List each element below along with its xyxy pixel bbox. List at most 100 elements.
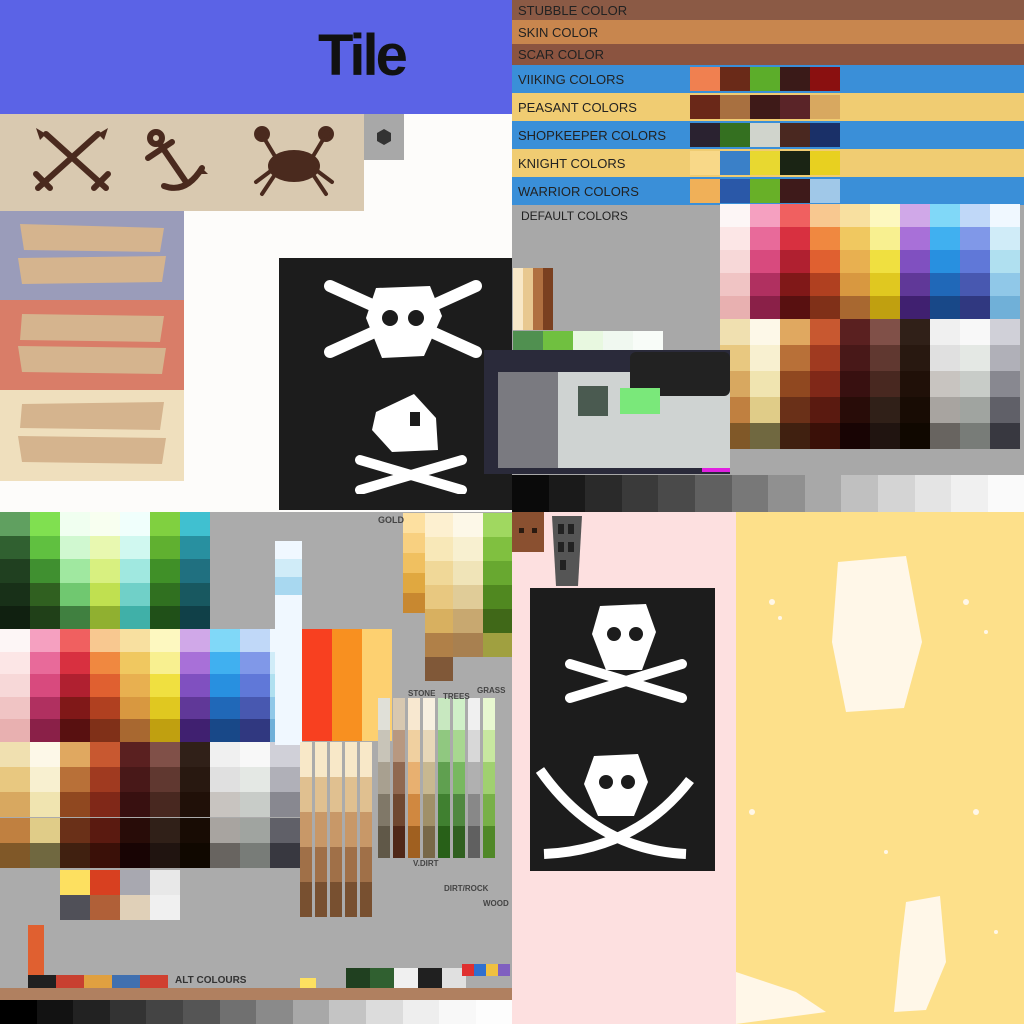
terrain-swatch (30, 842, 60, 868)
gray-swatch (621, 475, 659, 512)
palette-row-label: VIIKING COLORS (518, 71, 625, 87)
terrain-swatch (180, 674, 210, 697)
terrain-swatch (120, 674, 150, 697)
terrain-swatch (180, 767, 210, 793)
terrain-swatch (120, 535, 150, 560)
default-swatch (840, 319, 870, 345)
terrain-swatch (180, 559, 210, 584)
terrain-swatch (120, 792, 150, 818)
terrain-strip (468, 730, 480, 762)
terrain-swatch (150, 842, 180, 868)
default-swatch (990, 273, 1020, 296)
skull-cutlasses-icon (536, 754, 694, 859)
default-swatch (960, 227, 990, 250)
terrain-swatch (30, 606, 60, 631)
terrain-swatch (210, 817, 240, 843)
terrain-swatch (120, 512, 150, 536)
terrain-swatch (150, 674, 180, 697)
terrain-swatch (90, 512, 120, 536)
machine-slot (578, 386, 608, 416)
terrain-strip (408, 794, 420, 826)
terrain-strip (423, 794, 435, 826)
alt-swatch (442, 968, 466, 988)
terrain-swatch (0, 535, 30, 560)
alt-swatch (300, 978, 316, 988)
wood-strip (315, 742, 327, 777)
terrain-strip (408, 762, 420, 794)
terrain-swatch (180, 535, 210, 560)
default-swatch (870, 204, 900, 227)
terrain-strip (483, 762, 495, 794)
terrain-strip (378, 794, 390, 826)
terrain-strip (423, 698, 435, 730)
terrain-strip (408, 826, 420, 858)
alt-swatch (486, 964, 498, 976)
terrain-swatch (0, 606, 30, 631)
terrain-swatch (150, 870, 180, 895)
palette-row-swatch (690, 67, 720, 91)
default-swatch (810, 296, 840, 319)
gold-swatch (453, 513, 483, 537)
default-swatch (990, 397, 1020, 423)
default-swatch (720, 296, 750, 319)
terrain-swatch (60, 674, 90, 697)
default-swatch (870, 397, 900, 423)
terrain-swatch (30, 696, 60, 720)
terrain-strip (423, 762, 435, 794)
gold-swatch (403, 533, 425, 553)
machine-magenta-strip (702, 468, 730, 472)
gold-swatch (453, 633, 483, 657)
default-swatch (870, 273, 900, 296)
default-swatch (840, 227, 870, 250)
alt-colours-label: ALT COLOURS (175, 975, 247, 986)
small-swatch (513, 331, 543, 351)
default-swatch (930, 345, 960, 371)
grass-swatch (483, 561, 513, 585)
gray-swatch (366, 1000, 403, 1024)
terrain-swatch (240, 792, 270, 818)
gold-swatch (425, 513, 453, 537)
default-swatch (750, 296, 780, 319)
default-swatch (840, 273, 870, 296)
terrain-swatch (150, 895, 180, 920)
terrain-swatch (120, 870, 150, 895)
gold-swatch (453, 585, 483, 609)
terrain-swatch (120, 895, 150, 920)
default-swatch (930, 371, 960, 397)
terrain-swatch (90, 559, 120, 584)
palette-row-swatch (810, 67, 840, 91)
grass-label: GRASS (477, 686, 506, 695)
terrain-strip (378, 730, 390, 762)
plank-boards-drawing (18, 224, 166, 464)
alt-swatch (462, 964, 474, 976)
gray-swatch (512, 475, 549, 512)
alt-swatch (346, 968, 370, 988)
terrain-swatch (0, 559, 30, 584)
palette-row-swatch (780, 179, 810, 203)
default-swatch (780, 371, 810, 397)
palette-row-swatch (720, 67, 750, 91)
wood-strip (345, 777, 357, 812)
terrain-swatch (275, 595, 302, 745)
gray-swatch (183, 1000, 220, 1024)
wood-strip (300, 742, 312, 777)
terrain-swatch (240, 742, 270, 767)
small-swatch (573, 331, 603, 351)
skin-swatch (543, 268, 553, 330)
skull-icon (355, 394, 467, 494)
terrain-swatch (60, 606, 90, 631)
terrain-strip (393, 698, 405, 730)
default-swatch (930, 250, 960, 273)
alt-swatch (84, 975, 112, 989)
wood-strip (330, 847, 342, 882)
default-swatch (720, 250, 750, 273)
default-swatch (840, 397, 870, 423)
terrain-swatch (240, 842, 270, 868)
default-swatch (990, 371, 1020, 397)
terrain-swatch (30, 792, 60, 818)
default-swatch (900, 423, 930, 449)
gray-swatch (548, 475, 586, 512)
grass-swatch (483, 537, 513, 561)
terrain-swatch (120, 842, 150, 868)
alt-swatch (474, 964, 486, 976)
